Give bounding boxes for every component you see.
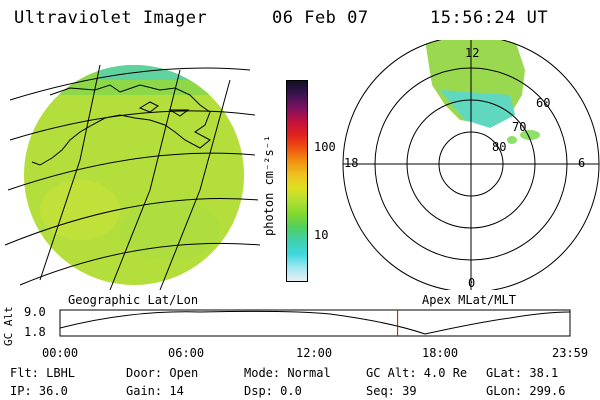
altitude-ytick-high: 9.0 [24,305,46,319]
xtick-1200: 12:00 [296,346,333,360]
status-gc-alt: GC Alt: 4.0 Re [366,366,468,380]
status-door: Door: Open [126,366,199,380]
geographic-map [4,64,260,290]
colorbar [286,80,308,282]
instrument-title: Ultraviolet Imager [14,8,208,28]
coastline [31,84,211,166]
polar-plot [342,40,600,290]
xtick-0000: 00:00 [42,346,79,360]
altitude-plot [59,309,571,337]
left-panel-caption: Geographic Lat/Lon [68,293,199,307]
mlt-label-6: 6 [578,156,586,170]
mlt-label-0: 0 [468,276,476,290]
status-seq: Seq: 39 [366,384,417,398]
colorbar-tick-10: 10 [314,228,329,242]
altitude-ytick-low: 1.8 [24,325,46,339]
date-label: 06 Feb 07 [272,8,369,28]
status-glon: GLon: 299.6 [486,384,566,398]
colorbar-unit-label: photon cm⁻²s⁻¹ [262,134,276,236]
xtick-0600: 06:00 [168,346,205,360]
mlat-label-70: 70 [512,120,527,134]
mlt-label-12: 12 [465,46,480,60]
status-glat: GLat: 38.1 [486,366,559,380]
colorbar-tick-100: 100 [314,140,336,154]
xtick-2359: 23:59 [552,346,589,360]
right-panel-caption: Apex MLat/MLT [422,293,516,307]
status-ip: IP: 36.0 [10,384,68,398]
status-dsp: Dsp: 0.0 [244,384,302,398]
mlt-label-18: 18 [344,156,359,170]
mlat-label-80: 80 [492,140,507,154]
xtick-1800: 18:00 [422,346,459,360]
altitude-curve [59,310,571,335]
status-gain: Gain: 14 [126,384,184,398]
time-label: 15:56:24 UT [430,8,549,28]
status-flt: Flt: LBHL [10,366,76,380]
status-mode: Mode: Normal [244,366,331,380]
mlat-label-60: 60 [536,96,551,110]
